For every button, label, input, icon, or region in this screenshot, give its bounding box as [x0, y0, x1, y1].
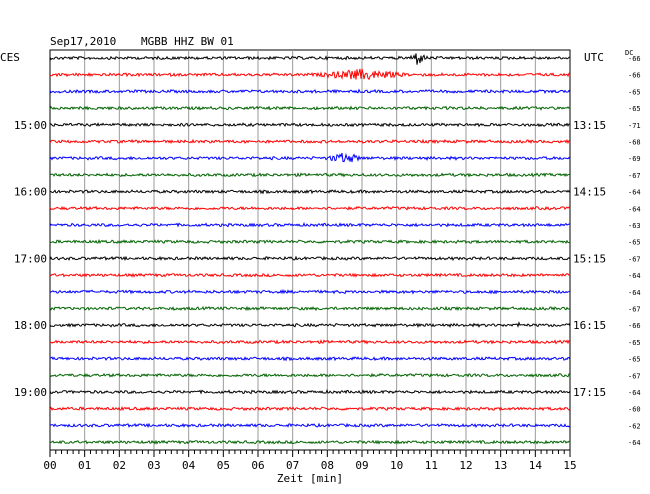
seismogram-trace [49, 88, 571, 95]
seismogram-trace [49, 356, 571, 362]
dc-offset-value: -67 [628, 306, 641, 314]
x-tick-label: 05 [217, 459, 230, 472]
seismogram-trace [49, 422, 571, 429]
x-tick-label: 13 [494, 459, 507, 472]
seismogram-trace [49, 439, 571, 445]
x-tick-label: 08 [321, 459, 334, 472]
dc-offset-values: -66 -66 -65 -65 -71 -68 -69 -67 -64 -64 -63 -65 -67 -… [628, 55, 641, 447]
left-time-label: 15:00 [14, 119, 47, 132]
right-time-label: 13:15 [573, 119, 606, 132]
right-time-labels: 13:15 14:15 15:15 16:15 17:15 [573, 119, 606, 399]
dc-offset-value: -62 [628, 422, 641, 430]
dc-offset-value: -66 [628, 72, 641, 80]
seismogram-trace [49, 238, 571, 245]
x-tick-label: 14 [529, 459, 543, 472]
seismogram-traces [49, 53, 571, 445]
seismogram-trace [49, 305, 571, 312]
x-tick-label: 06 [251, 459, 264, 472]
dc-offset-value: -64 [628, 289, 641, 297]
dc-offset-value: -64 [628, 272, 641, 280]
left-time-label: 19:00 [14, 386, 47, 399]
x-tick-label: 12 [459, 459, 472, 472]
x-tick-label: 10 [390, 459, 403, 472]
seismogram-trace [49, 53, 571, 65]
x-tick-label: 15 [563, 459, 576, 472]
dc-offset-value: -64 [628, 439, 641, 447]
x-tick-label: 04 [182, 459, 196, 472]
seismogram-trace [49, 405, 571, 412]
seismogram-trace [49, 255, 571, 262]
seismogram-trace [49, 172, 570, 178]
seismogram-trace [49, 105, 571, 111]
x-axis-label: Zeit [min] [277, 472, 343, 485]
dc-offset-value: -65 [628, 339, 641, 347]
dc-offset-value: -69 [628, 155, 641, 163]
dc-offset-value: -64 [628, 189, 641, 197]
x-tick-label: 00 [43, 459, 56, 472]
dc-offset-value: -63 [628, 222, 641, 230]
dc-offset-value: -65 [628, 105, 641, 113]
seismogram-trace [49, 389, 571, 395]
right-time-label: 16:15 [573, 319, 606, 332]
right-time-label: 14:15 [573, 186, 606, 199]
seismogram-trace [49, 339, 571, 345]
seismogram-trace [49, 68, 571, 81]
left-time-label: 17:00 [14, 252, 47, 265]
dc-offset-value: -65 [628, 239, 641, 247]
x-tick-label: 01 [78, 459, 91, 472]
dc-offset-value: -64 [628, 389, 641, 397]
left-time-label: 18:00 [14, 319, 47, 332]
x-axis: 00 01 02 03 04 05 06 07 08 09 10 11 12 13 14 15 [43, 450, 577, 472]
seismogram-trace [49, 152, 571, 163]
seismogram-trace [49, 205, 571, 211]
x-tick-label: 09 [355, 459, 368, 472]
dc-offset-value: -66 [628, 322, 641, 330]
right-time-label: 15:15 [573, 252, 606, 265]
x-tick-label: 02 [113, 459, 126, 472]
seismogram-trace [49, 372, 571, 378]
dc-offset-value: -67 [628, 255, 641, 263]
seismogram-trace [49, 272, 571, 278]
dc-offset-value: -68 [628, 139, 641, 147]
seismogram-trace [49, 138, 571, 145]
dc-offset-value: -65 [628, 88, 641, 96]
header-date: Sep17,2010 [50, 35, 116, 48]
x-tick-label: 11 [425, 459, 438, 472]
x-tick-label: 07 [286, 459, 299, 472]
dc-offset-value: -71 [628, 122, 641, 130]
header-station: MGBB HHZ BW 01 [141, 35, 234, 48]
left-time-labels: 15:00 16:00 17:00 18:00 19:00 [14, 119, 47, 399]
seismogram-trace [49, 288, 571, 295]
left-timezone: CES [0, 51, 20, 64]
right-timezone: UTC [584, 51, 604, 64]
grid-lines [84, 50, 536, 450]
seismogram-trace [49, 321, 571, 328]
dc-offset-value: -67 [628, 372, 641, 380]
seismogram-trace [49, 189, 571, 195]
dc-offset-value: -67 [628, 172, 641, 180]
x-tick-label: 03 [147, 459, 160, 472]
left-time-label: 16:00 [14, 186, 47, 199]
dc-offset-value: -64 [628, 205, 641, 213]
dc-offset-value: -65 [628, 356, 641, 364]
dc-offset-value: -60 [628, 406, 641, 414]
plot-frame [49, 49, 571, 451]
dc-offset-value: -66 [628, 55, 641, 63]
seismogram-trace [49, 122, 570, 128]
seismogram-trace [49, 222, 571, 228]
dc-label: DC [625, 49, 633, 57]
right-time-label: 17:15 [573, 386, 606, 399]
